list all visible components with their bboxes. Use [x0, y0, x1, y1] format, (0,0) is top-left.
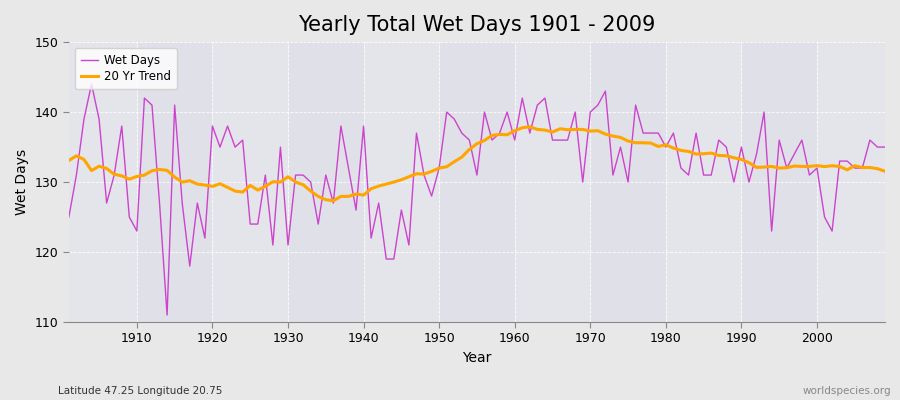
Bar	[817, 42, 893, 322]
20 Yr Trend	[343, 194, 354, 199]
20 Yr Trend	[328, 198, 338, 203]
20 Yr Trend	[879, 169, 890, 174]
Text: Latitude 47.25 Longitude 20.75: Latitude 47.25 Longitude 20.75	[58, 386, 223, 396]
Wet Days	[63, 215, 74, 220]
Line: 20 Yr Trend: 20 Yr Trend	[68, 127, 885, 201]
Title: Yearly Total Wet Days 1901 - 2009: Yearly Total Wet Days 1901 - 2009	[298, 15, 655, 35]
Bar	[666, 42, 742, 322]
X-axis label: Year: Year	[463, 351, 491, 365]
20 Yr Trend	[517, 125, 527, 130]
20 Yr Trend	[124, 177, 135, 182]
Wet Days	[525, 131, 535, 136]
Wet Days	[615, 145, 626, 150]
Wet Days	[86, 82, 97, 86]
20 Yr Trend	[509, 128, 520, 133]
20 Yr Trend	[63, 158, 74, 163]
Text: worldspecies.org: worldspecies.org	[803, 386, 891, 396]
Wet Days	[517, 96, 527, 100]
Line: Wet Days: Wet Days	[68, 84, 885, 315]
Bar	[212, 42, 288, 322]
Wet Days	[879, 145, 890, 150]
Bar	[61, 42, 137, 322]
Legend: Wet Days, 20 Yr Trend: Wet Days, 20 Yr Trend	[75, 48, 177, 89]
Bar	[515, 42, 590, 322]
Wet Days	[131, 229, 142, 234]
20 Yr Trend	[290, 180, 301, 184]
Wet Days	[305, 180, 316, 184]
Bar	[364, 42, 439, 322]
Y-axis label: Wet Days: Wet Days	[15, 149, 29, 215]
20 Yr Trend	[615, 135, 626, 140]
Wet Days	[351, 208, 362, 212]
20 Yr Trend	[525, 124, 535, 129]
Wet Days	[162, 313, 173, 318]
